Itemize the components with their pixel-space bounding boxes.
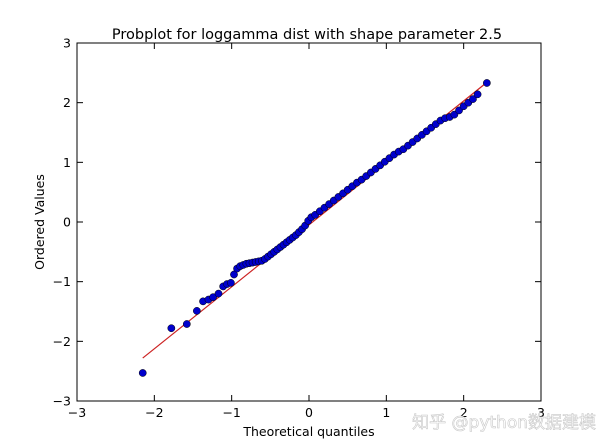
data-point: [138, 369, 147, 377]
watermark-text: 知乎 @python数据建模: [412, 413, 596, 433]
data-points: [138, 79, 491, 377]
y-tick-label: 1: [63, 155, 71, 170]
y-tick-label: 2: [63, 95, 71, 110]
x-tick-label: −2: [145, 405, 163, 420]
x-tick-label: 0: [305, 405, 313, 420]
data-point: [227, 279, 235, 287]
data-point: [214, 289, 223, 298]
y-axis-label: Ordered Values: [32, 174, 47, 270]
data-point: [473, 90, 482, 99]
x-tick-label: 2: [460, 405, 468, 420]
data-point: [469, 95, 477, 103]
data-point: [182, 320, 191, 328]
y-tick-label: 3: [63, 36, 71, 51]
data-point: [209, 293, 217, 302]
y-tick-label: −2: [53, 334, 71, 349]
data-point: [167, 324, 176, 333]
x-tick-label: −1: [222, 405, 240, 420]
x-tick-label: 3: [537, 405, 545, 420]
x-tick-label: −3: [68, 405, 86, 420]
data-point: [230, 270, 238, 279]
axis-ticks: −3 −2 −1 0 1 2 3 −3 −2 −1 0 1 2 3: [53, 36, 545, 421]
x-tick-label: 1: [382, 405, 390, 420]
x-axis-label: Theoretical quantiles: [242, 424, 374, 439]
y-tick-label: 0: [63, 215, 71, 230]
y-tick-label: −3: [53, 394, 71, 409]
data-point: [483, 79, 491, 87]
y-tick-label: −1: [53, 274, 71, 289]
data-point: [193, 307, 201, 315]
chart-title: Probplot for loggamma dist with shape pa…: [112, 27, 502, 43]
